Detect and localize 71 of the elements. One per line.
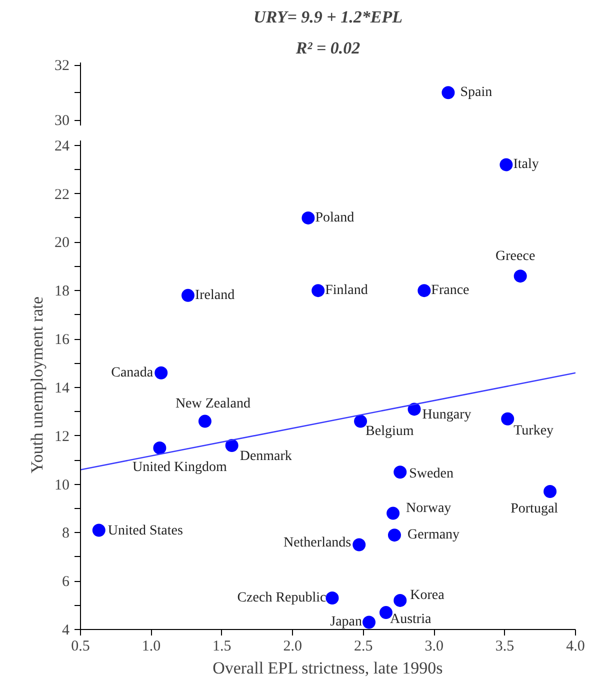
y-axis-title: Youth unemployment rate <box>28 296 46 474</box>
point <box>408 402 421 416</box>
y-tick-label: 14 <box>54 380 70 396</box>
annotation: Czech Republic <box>237 590 326 606</box>
point <box>181 288 194 302</box>
annotation: Canada <box>111 365 154 380</box>
annotation: Netherlands <box>283 535 352 550</box>
point <box>544 485 557 498</box>
x-tick-label: 3.5 <box>495 638 514 654</box>
annotation: Germany <box>407 528 460 543</box>
annotation: Portugal <box>510 502 558 517</box>
y-tick-label: 6 <box>62 574 70 590</box>
annotation: Japan <box>330 614 362 630</box>
y-tick-label: 20 <box>54 235 70 252</box>
y-tick-label: 16 <box>54 332 70 348</box>
point <box>352 538 366 552</box>
annotation: Greece <box>496 249 536 264</box>
x-axis-title: Overall EPL strictness, late 1990s <box>212 658 443 678</box>
y-tick-label: 22 <box>54 186 70 203</box>
annotation: Italy <box>513 157 539 172</box>
point <box>312 284 325 298</box>
point <box>388 528 401 542</box>
point <box>354 414 368 428</box>
annotation: Austria <box>390 612 432 628</box>
x-tick-label: 1.0 <box>142 638 161 654</box>
annotation: Belgium <box>366 424 414 439</box>
annotation: United States <box>108 524 183 539</box>
point <box>92 524 106 537</box>
point <box>394 466 407 479</box>
y-tick-label: 10 <box>54 477 70 494</box>
point <box>198 414 212 428</box>
point <box>362 616 376 629</box>
x-tick-label: 3.0 <box>424 638 444 654</box>
point <box>514 270 527 283</box>
x-tick-label: 4.0 <box>566 638 585 654</box>
annotation: Korea <box>410 588 446 603</box>
y-tick-label: 4 <box>62 622 70 638</box>
y-tick-label: 30 <box>54 113 70 130</box>
annotation: France <box>431 283 470 298</box>
x-tick-label: 2.5 <box>354 638 373 654</box>
annotation: Sweden <box>409 466 454 482</box>
point <box>326 592 339 605</box>
annotation: Denmark <box>240 449 292 464</box>
point <box>500 158 513 172</box>
annotation: United Kingdom <box>132 460 228 475</box>
annotation: Poland <box>315 210 354 226</box>
annotation: Hungary <box>422 408 472 423</box>
point <box>302 211 315 224</box>
annotation: Spain <box>460 85 492 100</box>
point <box>153 441 166 454</box>
point <box>386 506 400 520</box>
y-tick-label: 8 <box>62 526 70 542</box>
annotation: Finland <box>325 283 368 298</box>
point <box>225 439 238 452</box>
point <box>418 284 431 298</box>
point <box>501 412 514 426</box>
annotation: Norway <box>406 500 452 516</box>
annotation: Turkey <box>514 423 554 438</box>
y-tick-label: 32 <box>54 58 70 74</box>
x-tick-label: 2.0 <box>283 638 302 654</box>
x-tick-label: 0.5 <box>71 638 90 654</box>
chart-title: URY= 9.9 + 1.2*EPL <box>254 8 402 26</box>
annotation: New Zealand <box>175 396 250 412</box>
point <box>394 594 407 607</box>
annotation: Ireland <box>194 288 235 303</box>
point <box>154 366 168 380</box>
y-tick-label: 18 <box>54 284 70 300</box>
x-tick-label: 1.5 <box>212 638 232 654</box>
y-tick-label: 24 <box>54 138 70 154</box>
chart-subtitle: R² = 0.02 <box>294 38 361 58</box>
y-tick-label: 12 <box>54 428 70 445</box>
